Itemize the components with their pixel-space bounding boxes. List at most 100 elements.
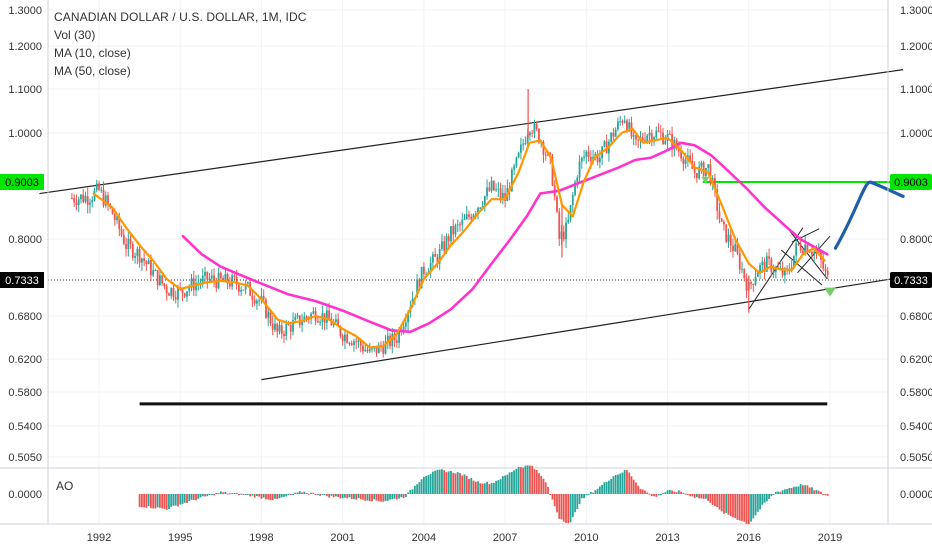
candle-body [86,196,89,205]
candle-body [418,279,421,289]
ao-bar [337,494,340,497]
ao-bar [305,492,308,494]
candle-body [377,344,380,354]
candle-body [285,324,288,336]
ao-bar [684,493,687,495]
candle-body [344,334,346,342]
candle-body [583,156,585,158]
ao-bar [533,469,536,494]
ao-bar [732,494,734,518]
level-arrow-marker [701,176,710,184]
candle-body [668,133,671,135]
ao-bar [741,494,743,521]
candle [617,117,619,132]
candle-body [192,278,195,291]
ao-bar [332,494,335,498]
candle-body [802,250,804,254]
ao-bar [750,494,752,522]
candle [240,286,243,297]
candle-body [319,321,322,323]
candle-body [251,295,254,300]
candle-body [125,244,127,250]
candle [391,328,394,354]
candle [233,273,236,280]
ao-bar [488,484,491,494]
legend-ma-fast[interactable]: MA (10, close) [54,46,131,60]
legend-vol[interactable]: Vol (30) [54,28,96,42]
ao-tick-label-right: 0.0000 [900,489,932,501]
x-tick-label: 2016 [737,532,761,544]
ao-bar [256,494,258,497]
candle-body [472,214,475,220]
candle-body [276,323,279,332]
candle-body [698,166,701,179]
ao-bar [711,494,714,505]
candle [280,320,283,339]
ao-bar [348,494,351,498]
candle-body [456,224,459,226]
candle [632,131,635,146]
candle [215,277,218,293]
lower-channel-line[interactable] [261,276,904,381]
ao-bar [454,473,457,494]
candle [253,295,256,307]
forecast-drawings[interactable] [701,176,905,297]
candle-body [644,139,646,142]
x-tick-label: 2013 [655,532,679,544]
candle-body [416,279,419,298]
ao-bar [283,494,285,497]
candle-body [425,273,428,275]
candle [294,313,297,321]
candle-body [274,323,276,330]
candle-body [576,177,579,183]
candle-body [551,157,554,186]
ao-bar [630,476,633,494]
upper-channel-line[interactable] [39,69,904,195]
ao-bar [644,490,646,494]
ao-bar [538,473,540,494]
candle-body [641,137,644,140]
candle-body [134,256,136,258]
ao-bar [673,491,676,494]
candle [657,123,660,133]
candle [89,198,91,214]
ao-bar [617,474,619,494]
forecast-curve[interactable] [833,180,905,250]
candle-body [104,195,107,206]
ao-bar [219,491,222,494]
ao-bar [138,494,141,508]
candle [75,194,78,211]
chart-legend: CANADIAN DOLLAR / U.S. DOLLAR, 1M, IDC V… [54,8,307,80]
candle-body [156,270,159,286]
ao-bar [720,494,723,512]
ma-50-line[interactable] [181,141,829,334]
ao-bar [826,494,829,496]
ao-bar [201,494,204,497]
candle-body [197,282,200,284]
candle-body [269,311,272,324]
candle-body [213,275,215,281]
y-tick-label-left: 0.5400 [8,421,42,433]
ao-bar [621,472,624,494]
ao-bar [714,494,716,507]
ao-bar [738,494,741,521]
legend-ma-slow[interactable]: MA (50, close) [54,64,131,78]
ao-bar [635,482,637,494]
ma-10-line[interactable] [92,127,826,349]
ao-bar [797,486,800,494]
ao-bar [307,493,310,495]
ao-bar [251,494,254,496]
candle-body [610,132,613,142]
ao-bar [504,475,507,494]
candle [98,180,100,192]
candle-body [174,297,177,300]
candle-body [763,261,766,272]
ao-label[interactable]: AO [56,479,74,493]
ao-bar [772,494,775,495]
candle [170,287,173,300]
ao-bar [208,494,211,495]
candle-body [219,272,222,279]
candle-body [454,225,457,235]
candle-body [159,275,161,286]
